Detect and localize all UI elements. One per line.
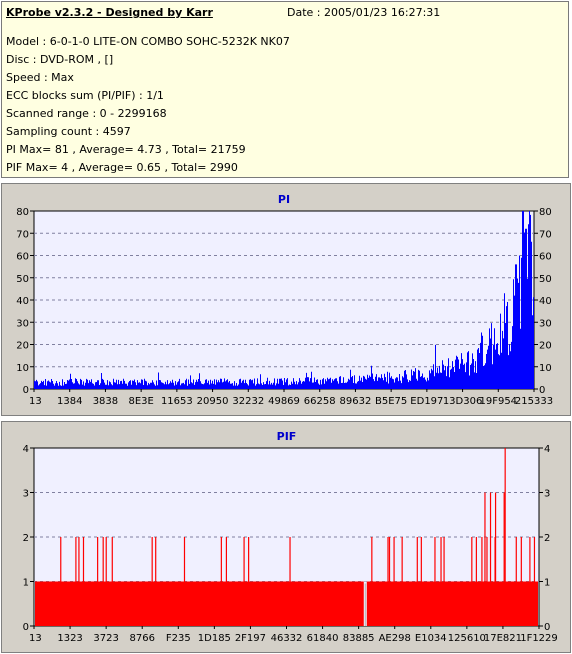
x-tick-label: F235 xyxy=(166,633,191,644)
y-tick-label-right: 70 xyxy=(539,229,552,240)
y-tick-label-left: 70 xyxy=(16,229,29,240)
x-tick-label: 17E821 xyxy=(484,633,522,644)
y-tick-label-right: 1 xyxy=(544,578,550,589)
y-tick-label-right: 10 xyxy=(539,363,552,374)
y-tick-label-right: 40 xyxy=(539,296,552,307)
x-tick-label: 13 xyxy=(29,633,42,644)
pi-stats-line: PI Max= 81 , Average= 4.73 , Total= 2175… xyxy=(6,143,246,156)
y-tick-label-left: 30 xyxy=(16,318,29,329)
x-tick-label: 125610 xyxy=(448,633,486,644)
y-tick-label-left: 60 xyxy=(16,252,29,263)
y-tick-label-right: 80 xyxy=(539,207,552,218)
scan-date: Date : 2005/01/23 16:27:31 xyxy=(287,6,441,19)
x-tick-label: 19F954 xyxy=(479,396,517,407)
x-tick-label: 1F1229 xyxy=(520,633,558,644)
y-tick-label-left: 50 xyxy=(16,274,29,285)
y-tick-label-right: 3 xyxy=(544,489,550,500)
app-title: KProbe v2.3.2 - Designed by Karr xyxy=(6,6,213,19)
pif-chart-panel: PIF 0 0 1 1 2 2 3 3 4 4 13 1323 3723 8766 F235 1D185 2F19… xyxy=(1,421,571,653)
y-tick-label-left: 1 xyxy=(23,578,29,589)
pif-stats-line: PIF Max= 4 , Average= 0.65 , Total= 2990 xyxy=(6,161,238,174)
x-tick-label: 11653 xyxy=(161,396,193,407)
x-tick-label: 49869 xyxy=(268,396,300,407)
x-tick-label: 2F197 xyxy=(235,633,266,644)
speed-line: Speed : Max xyxy=(6,71,74,84)
model-line: Model : 6-0-1-0 LITE-ON COMBO SOHC-5232K… xyxy=(6,35,290,48)
y-tick-label-left: 3 xyxy=(23,489,29,500)
x-tick-label: ED197 xyxy=(410,396,443,407)
pif-chart: PIF 0 0 1 1 2 2 3 3 4 4 13 1323 3723 8766 F235 1D185 2F19… xyxy=(23,430,558,644)
x-tick-label: AE298 xyxy=(379,633,411,644)
x-tick-label: 3723 xyxy=(93,633,118,644)
x-tick-label: 13 xyxy=(29,396,42,407)
y-tick-label-right: 0 xyxy=(539,385,545,396)
x-tick-label: 83885 xyxy=(343,633,375,644)
x-tick-label: 1323 xyxy=(57,633,82,644)
sampling-count-line: Sampling count : 4597 xyxy=(6,125,131,138)
chart-title: PI xyxy=(278,193,290,206)
ecc-line: ECC blocks sum (PI/PIF) : 1/1 xyxy=(6,89,164,102)
y-tick-label-right: 0 xyxy=(544,622,550,633)
y-tick-label-left: 0 xyxy=(23,385,29,396)
y-tick-label-left: 80 xyxy=(16,207,29,218)
y-tick-label-left: 20 xyxy=(16,341,29,352)
x-tick-label: 215333 xyxy=(515,396,553,407)
y-tick-label-left: 40 xyxy=(16,296,29,307)
pif-baseline-area xyxy=(35,581,538,626)
y-tick-label-left: 2 xyxy=(23,533,29,544)
y-tick-label-right: 20 xyxy=(539,341,552,352)
y-tick-label-right: 60 xyxy=(539,252,552,263)
y-tick-label-left: 4 xyxy=(23,444,29,455)
x-tick-label: 1384 xyxy=(57,396,82,407)
x-tick-label: E1034 xyxy=(415,633,447,644)
x-tick-label: 61840 xyxy=(307,633,339,644)
y-tick-label-right: 30 xyxy=(539,318,552,329)
y-tick-label-right: 4 xyxy=(544,444,550,455)
y-tick-label-left: 10 xyxy=(16,363,29,374)
y-tick-label-left: 0 xyxy=(23,622,29,633)
y-tick-label-right: 2 xyxy=(544,533,550,544)
x-tick-label: 66258 xyxy=(304,396,336,407)
x-tick-label: 8E3E xyxy=(128,396,153,407)
x-tick-label: 1D185 xyxy=(198,633,231,644)
chart-title: PIF xyxy=(277,430,297,443)
scanned-range-line: Scanned range : 0 - 2299168 xyxy=(6,107,167,120)
pi-chart-panel: PI 0 0 10 10 20 20 30 30 40 40 50 50 60 60 70 70 80 80 13 13… xyxy=(1,183,571,416)
pi-series-bars xyxy=(34,211,534,389)
x-tick-label: B5E75 xyxy=(375,396,407,407)
pi-chart: PI 0 0 10 10 20 20 30 30 40 40 50 50 60 60 70 70 80 80 13 13… xyxy=(16,193,553,407)
x-tick-label: 89632 xyxy=(340,396,372,407)
y-tick-label-right: 50 xyxy=(539,274,552,285)
x-tick-label: 8766 xyxy=(129,633,154,644)
x-tick-label: 20950 xyxy=(197,396,229,407)
x-tick-label: 46332 xyxy=(271,633,303,644)
x-tick-label: 3838 xyxy=(93,396,118,407)
x-tick-label: 32232 xyxy=(232,396,264,407)
disc-line: Disc : DVD-ROM , [] xyxy=(6,53,114,66)
x-tick-label: 13D306 xyxy=(443,396,483,407)
info-panel: KProbe v2.3.2 - Designed by Karr Date : … xyxy=(1,1,569,178)
